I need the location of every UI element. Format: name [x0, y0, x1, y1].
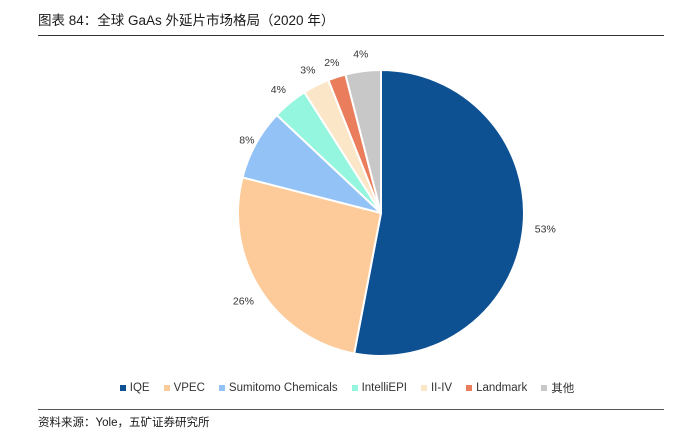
legend-label: Sumitomo Chemicals — [228, 382, 338, 394]
legend-item-vpec: VPEC — [163, 382, 205, 394]
legend-item-sumitomo-chemicals: Sumitomo Chemicals — [218, 382, 338, 394]
title-divider — [38, 35, 664, 36]
data-label-landmark: 2% — [324, 57, 339, 69]
legend-item-ii-iv: II-IV — [420, 382, 453, 394]
chart-legend: IQE VPEC Sumitomo Chemicals IntelliEPI II-IV… — [0, 380, 694, 396]
legend-swatch — [351, 385, 358, 391]
legend-swatch — [218, 385, 225, 391]
legend-item-intelliepi: IntelliEPI — [351, 382, 407, 394]
source-note: 资料来源：Yole，五矿证券研究所 — [38, 417, 210, 429]
pie-slice-vpec — [237, 176, 383, 355]
footer-divider — [38, 409, 664, 410]
legend-item-iqe: IQE — [119, 382, 150, 394]
pie-chart: 53% 26% 8% 4% 3% 2% 4% — [233, 48, 556, 357]
data-label-vpec: 26% — [233, 295, 254, 307]
legend-label: VPEC — [173, 382, 205, 394]
legend-label: II-IV — [430, 382, 453, 394]
pie-slice-iqe — [353, 68, 525, 357]
legend-label: IQE — [129, 382, 150, 394]
pie-slice-other — [344, 68, 382, 214]
legend-swatch — [466, 385, 473, 391]
chart-title: 图表 84：全球 GaAs 外延片市场格局（2020 年） — [38, 13, 335, 28]
legend-label: IntelliEPI — [361, 382, 407, 394]
legend-item-other: 其他 — [541, 380, 574, 396]
data-label-other: 4% — [353, 48, 368, 60]
data-label-sumitomo-chemicals: 8% — [239, 134, 254, 146]
legend-item-landmark: Landmark — [466, 382, 527, 394]
legend-swatch — [541, 385, 548, 391]
data-label-iqe: 53% — [535, 224, 556, 236]
legend-swatch — [163, 385, 170, 391]
data-label-intelliepi: 4% — [271, 84, 286, 96]
legend-label: Landmark — [476, 382, 528, 394]
data-label-ii-iv: 3% — [300, 65, 315, 77]
legend-label: 其他 — [551, 383, 575, 395]
legend-swatch — [420, 385, 427, 391]
legend-swatch — [119, 385, 126, 391]
